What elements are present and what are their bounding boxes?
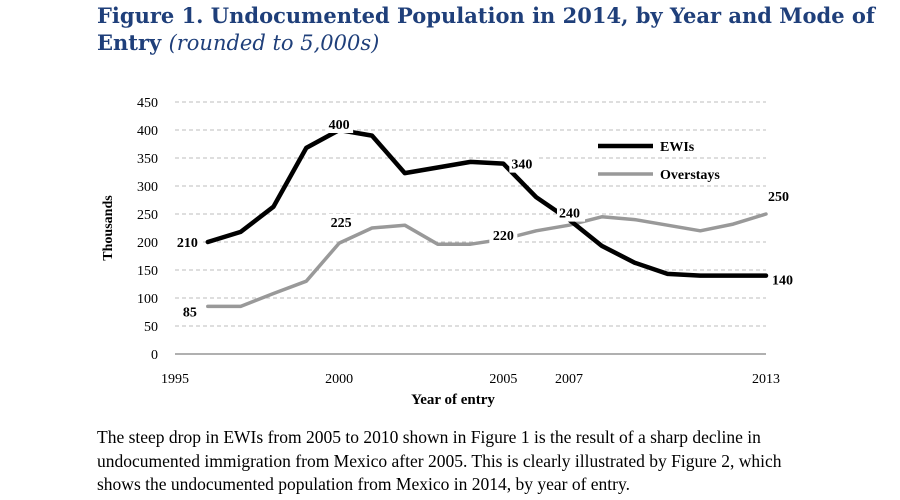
data-label: 140 — [772, 274, 793, 289]
series-line-ewis — [205, 127, 769, 278]
x-tick-label: 2000 — [325, 372, 353, 387]
y-tick-label: 450 — [137, 96, 158, 111]
data-label: 85 — [183, 305, 197, 320]
data-label-bg — [557, 204, 585, 222]
x-tick-label: 2007 — [555, 372, 583, 387]
y-tick-label: 50 — [144, 320, 158, 335]
data-label-bg — [766, 188, 794, 205]
y-tick-label: 300 — [137, 180, 158, 195]
data-labels: 210 400 340 240 140 85 225 220 250 — [171, 116, 798, 321]
y-axis-label: Thousands — [101, 195, 116, 261]
data-label-bg — [489, 226, 518, 244]
data-label-bg — [179, 303, 200, 321]
legend: EWIs Overstays — [598, 140, 720, 183]
legend-label-overstays: Overstays — [660, 168, 720, 183]
x-axis-label: Year of entry — [411, 392, 495, 408]
series-lines — [205, 127, 769, 309]
data-label: 220 — [493, 229, 514, 244]
x-tick-label: 1995 — [161, 372, 189, 387]
data-label-bg — [770, 271, 798, 289]
figure-caption: The steep drop in EWIs from 2005 to 2010… — [97, 427, 782, 494]
data-label: 400 — [329, 118, 350, 133]
x-tick-label: 2005 — [489, 372, 517, 387]
data-label-bg — [171, 234, 200, 251]
data-label: 250 — [768, 190, 789, 205]
figure-subtitle: (rounded to 5,000s) — [168, 31, 380, 55]
figure-title-text: Figure 1. Undocumented Population in 201… — [97, 3, 875, 55]
y-tick-label: 0 — [151, 348, 158, 363]
y-tick-label: 350 — [137, 152, 158, 167]
y-tick-label: 200 — [137, 236, 158, 251]
y-tick-label: 150 — [137, 264, 158, 279]
y-axis-ticks: 0 50 100 150 200 250 300 350 400 450 — [137, 96, 158, 363]
data-label: 225 — [331, 216, 352, 231]
x-axis: 1995 2000 2005 2007 2013 — [161, 353, 780, 387]
x-tick-label: 2013 — [752, 372, 780, 387]
data-label: 240 — [559, 207, 580, 222]
y-tick-label: 100 — [137, 292, 158, 307]
gridlines — [175, 101, 766, 327]
data-label-bg — [509, 155, 538, 173]
legend-label-ewis: EWIs — [660, 140, 695, 155]
data-label-bg — [327, 214, 356, 231]
figure-title: Figure 1. Undocumented Population in 201… — [97, 2, 877, 57]
series-line-overstays — [206, 212, 768, 309]
y-tick-label: 400 — [137, 124, 158, 139]
y-tick-label: 250 — [137, 208, 158, 223]
data-label-bg — [325, 116, 354, 133]
data-label: 210 — [177, 236, 198, 251]
data-label: 340 — [511, 158, 532, 173]
